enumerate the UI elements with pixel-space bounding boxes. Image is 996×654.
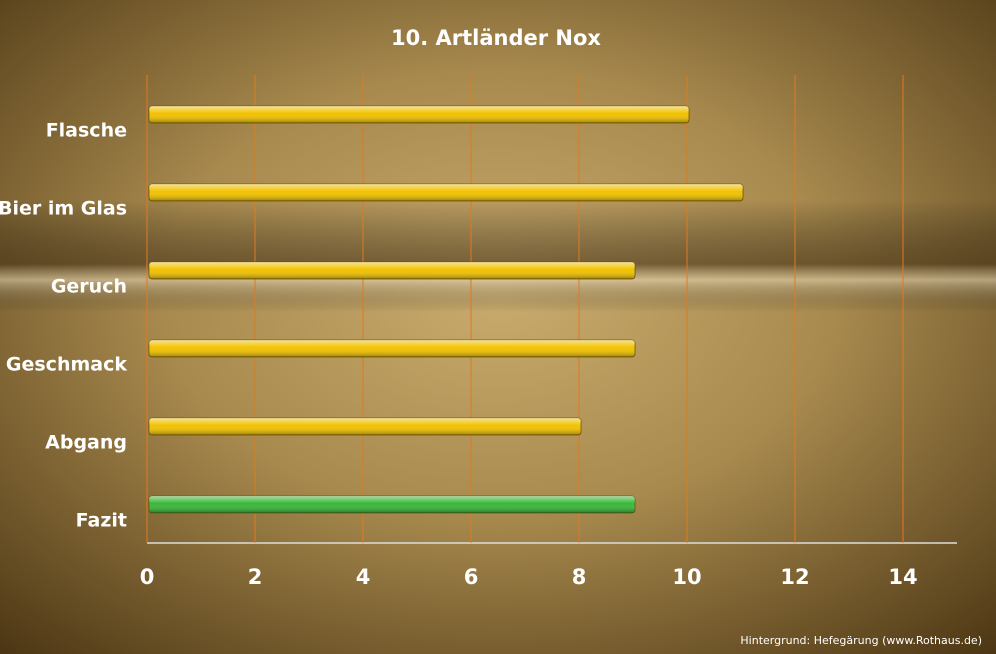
source-note: Hintergrund: Hefegärung (www.Rothaus.de) (740, 634, 982, 647)
bar-shine (149, 418, 581, 435)
x-tick-label: 4 (356, 565, 371, 589)
x-tick-label: 10 (672, 565, 701, 589)
y-tick-label: Fazit (76, 510, 127, 532)
y-tick-label: Bier im Glas (0, 198, 127, 220)
x-tick-label: 6 (464, 565, 479, 589)
bar-shine (149, 340, 635, 357)
bar-shine (149, 262, 635, 279)
chart-title: 10. Artländer Nox (391, 26, 601, 50)
x-tick-label: 2 (248, 565, 263, 589)
y-tick-label: Geruch (51, 276, 127, 298)
bar-shine (149, 184, 743, 201)
x-tick-label: 8 (572, 565, 587, 589)
background-foam (0, 200, 996, 360)
x-tick-label: 14 (888, 565, 917, 589)
y-tick-label: Flasche (46, 120, 127, 142)
x-tick-label: 12 (780, 565, 809, 589)
bar-shine (149, 106, 689, 123)
bar-shine (149, 496, 635, 513)
y-tick-label: Abgang (45, 432, 127, 454)
x-tick-label: 0 (140, 565, 155, 589)
y-tick-label: Geschmack (6, 354, 127, 376)
